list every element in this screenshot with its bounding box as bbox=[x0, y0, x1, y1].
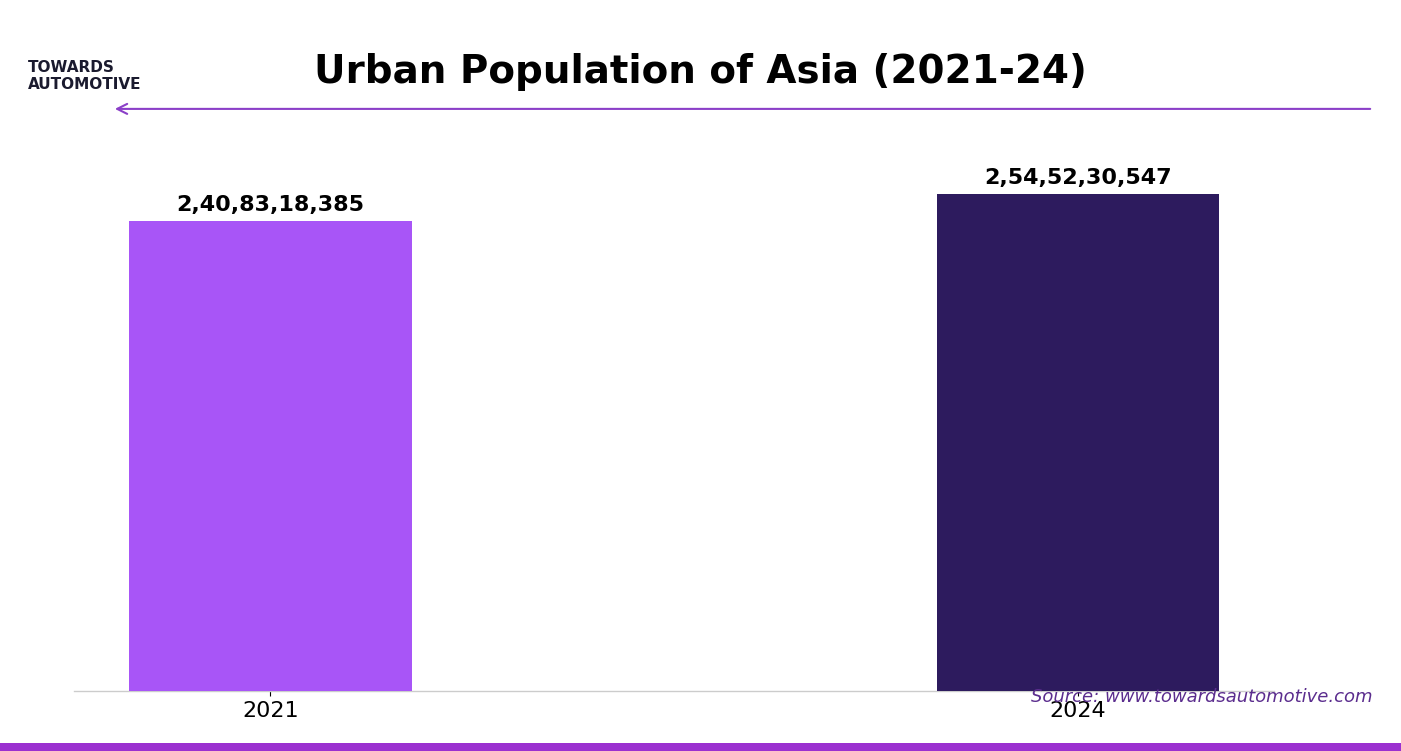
Text: Urban Population of Asia (2021-24): Urban Population of Asia (2021-24) bbox=[314, 53, 1087, 91]
Text: Source: www.towardsautomotive.com: Source: www.towardsautomotive.com bbox=[1031, 688, 1373, 706]
Text: 2,54,52,30,547: 2,54,52,30,547 bbox=[985, 168, 1171, 188]
Bar bbox=[129, 221, 412, 691]
Text: TOWARDS
AUTOMOTIVE: TOWARDS AUTOMOTIVE bbox=[28, 60, 142, 92]
Text: 2,40,83,18,385: 2,40,83,18,385 bbox=[177, 195, 364, 215]
Bar bbox=[937, 194, 1219, 691]
